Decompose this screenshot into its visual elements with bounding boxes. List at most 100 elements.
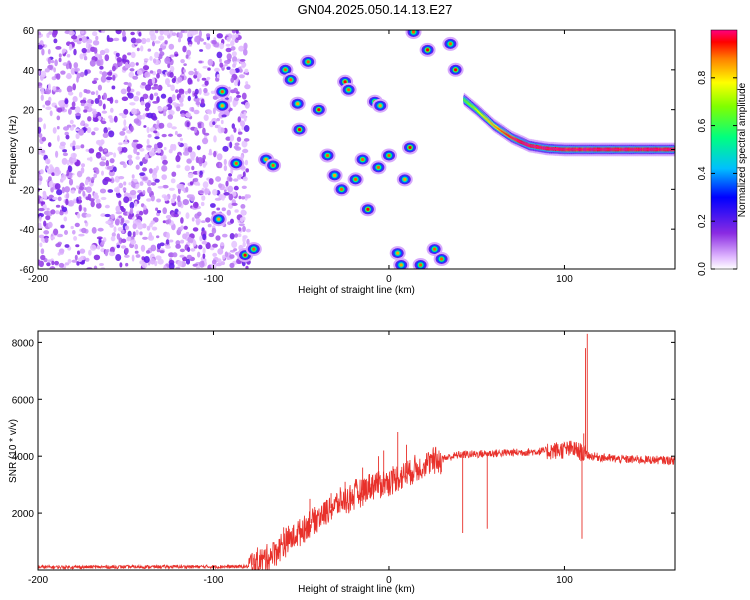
noise-speckle (118, 112, 125, 116)
signal-blob (243, 253, 247, 257)
noise-speckle (73, 236, 78, 241)
noise-speckle (45, 106, 52, 110)
noise-speckle (93, 77, 99, 81)
noise-speckle (171, 94, 176, 102)
noise-speckle (107, 178, 112, 182)
noise-speckle (180, 217, 184, 224)
noise-speckle (166, 232, 170, 240)
noise-speckle (77, 250, 81, 255)
noise-speckle (135, 254, 141, 258)
noise-speckle (129, 207, 134, 215)
noise-speckle (180, 239, 185, 244)
noise-speckle (56, 126, 60, 130)
noise-speckle (134, 243, 139, 250)
noise-speckle (115, 218, 120, 226)
signal-blob (419, 263, 423, 267)
noise-speckle (162, 207, 167, 215)
noise-speckle (54, 260, 59, 266)
noise-speckle (102, 103, 106, 110)
noise-speckle (110, 214, 115, 219)
noise-speckle (187, 36, 192, 43)
noise-speckle (193, 68, 197, 72)
noise-speckle (40, 248, 45, 255)
noise-speckle (103, 92, 107, 100)
noise-speckle (193, 97, 200, 102)
noise-speckle (172, 102, 177, 106)
signal-blob (387, 153, 391, 158)
noise-speckle (229, 262, 235, 268)
noise-speckle (94, 47, 98, 55)
noise-speckle (109, 246, 115, 254)
noise-speckle (45, 215, 51, 221)
noise-speckle (88, 148, 95, 154)
noise-speckle (61, 186, 65, 194)
noise-speckle (170, 198, 175, 204)
noise-speckle (229, 177, 233, 182)
noise-speckle (118, 176, 125, 180)
noise-speckle (66, 169, 70, 177)
noise-speckle (194, 30, 199, 35)
noise-speckle (95, 35, 99, 41)
noise-speckle (195, 101, 201, 106)
noise-speckle (205, 43, 211, 50)
noise-speckle (41, 136, 47, 142)
noise-speckle (115, 205, 121, 213)
noise-speckle (156, 165, 159, 171)
noise-speckle (210, 203, 216, 208)
noise-speckle (79, 53, 84, 60)
noise-speckle (163, 30, 170, 36)
noise-speckle (68, 178, 74, 186)
signal-blob (264, 157, 268, 162)
snr-y-axis-label: SNR (10 * v/v) (8, 419, 19, 483)
noise-speckle (177, 211, 182, 215)
noise-speckle (93, 194, 99, 200)
signal-blob (347, 88, 351, 92)
noise-speckle (186, 254, 192, 260)
noise-speckle (103, 127, 108, 134)
noise-speckle (162, 184, 169, 189)
noise-speckle (38, 259, 42, 266)
noise-speckle (143, 125, 147, 128)
noise-speckle (205, 217, 211, 223)
noise-speckle (202, 137, 209, 145)
noise-speckle (56, 233, 64, 238)
signal-blob (317, 108, 321, 112)
spectrogram-marks (38, 30, 675, 269)
noise-speckle (58, 248, 65, 254)
noise-speckle (50, 236, 55, 240)
noise-speckle (56, 115, 61, 121)
noise-speckle (99, 188, 107, 194)
noise-speckle (149, 56, 153, 61)
noise-speckle (175, 130, 178, 136)
noise-speckle (213, 135, 217, 143)
noise-speckle (126, 92, 132, 97)
noise-speckle (234, 233, 238, 238)
noise-speckle (80, 99, 87, 104)
noise-speckle (222, 145, 229, 152)
noise-speckle (84, 123, 89, 127)
noise-speckle (205, 242, 211, 250)
noise-speckle (234, 81, 238, 86)
noise-speckle (237, 233, 242, 238)
signal-blob (333, 173, 337, 177)
noise-speckle (213, 150, 217, 158)
noise-speckle (56, 170, 62, 175)
noise-speckle (212, 107, 216, 115)
noise-speckle (182, 45, 187, 53)
noise-speckle (51, 169, 56, 173)
noise-speckle (208, 178, 214, 185)
noise-speckle (230, 46, 236, 51)
noise-speckle (175, 106, 181, 112)
noise-speckle (86, 103, 93, 108)
noise-speckle (101, 30, 106, 34)
noise-speckle (75, 244, 80, 248)
signal-blob (354, 177, 358, 181)
x-tick-label: -100 (203, 575, 223, 586)
noise-speckle (212, 121, 216, 126)
noise-speckle (187, 246, 191, 252)
noise-speckle (234, 146, 242, 151)
noise-speckle (191, 217, 195, 222)
noise-speckle (121, 147, 128, 153)
noise-speckle (222, 254, 226, 260)
noise-speckle (219, 58, 222, 63)
